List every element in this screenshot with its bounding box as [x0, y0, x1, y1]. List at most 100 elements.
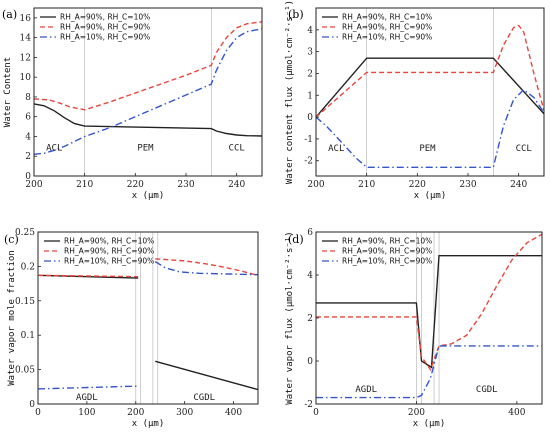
- legend-entry: RH_A=90%, RH_C=10%: [342, 13, 432, 22]
- legend-entry: RH_A=10%, RH_C=90%: [342, 257, 432, 266]
- plot-frame: [33, 7, 263, 177]
- series-line-1: [155, 360, 258, 391]
- y-tick-label: 0: [307, 113, 313, 123]
- y-axis-label: Water content flux (μmol·cm⁻²·s⁻¹): [285, 0, 295, 184]
- y-tick-label: 2: [307, 314, 313, 324]
- y-tick-label: -2: [304, 157, 313, 167]
- y-axis-label: Water vapor mole fraction: [7, 250, 17, 385]
- series-line-1: [316, 254, 542, 369]
- region-label: CGDL: [476, 385, 498, 395]
- legend-entry: RH_A=90%, RH_C=10%: [60, 13, 150, 22]
- y-tick-label: 10: [20, 73, 32, 83]
- y-tick-label: 0: [25, 172, 31, 182]
- x-tick-label: 400: [508, 408, 525, 418]
- plot-frame: [37, 231, 259, 405]
- plot-frame: [315, 7, 545, 177]
- y-tick-label: 4: [25, 132, 31, 142]
- region-label: AGDL: [355, 385, 377, 395]
- y-tick-label: 0.05: [15, 366, 35, 376]
- y-tick-label: 2: [307, 69, 313, 79]
- series-line-2: [34, 21, 262, 111]
- region-label: PEM: [419, 144, 436, 154]
- y-tick-label: 4: [307, 271, 313, 281]
- region-label: CGDL: [193, 393, 215, 403]
- y-tick-label: 0.1: [21, 331, 35, 341]
- y-tick-label: 6: [307, 228, 313, 238]
- y-tick-label: 14: [20, 34, 32, 44]
- x-tick-label: 200: [307, 180, 324, 190]
- x-tick-label: 200: [25, 180, 42, 190]
- y-tick-label: 2: [25, 152, 31, 162]
- legend-entry: RH_A=90%, RH_C=90%: [342, 247, 432, 256]
- y-tick-label: -1: [304, 135, 313, 145]
- x-tick-label: 210: [76, 180, 93, 190]
- x-tick-label: 300: [176, 408, 193, 418]
- y-tick-label: 4: [307, 26, 313, 36]
- legend-entry: RH_A=90%, RH_C=90%: [64, 247, 154, 256]
- chart-panel-c: (c) 0 100 200 300 400 0 0.05 0.1 0.15 0.2 0.25 x (μm…: [4, 228, 259, 429]
- x-tick-label: 0: [313, 408, 319, 418]
- series-line-2: [316, 233, 542, 372]
- legend-entry: RH_A=10%, RH_C=90%: [342, 33, 432, 42]
- y-axis-label: Water Content: [3, 57, 13, 127]
- y-tick-label: 8: [25, 93, 31, 103]
- series-line-1: [34, 103, 262, 137]
- region-label: PEM: [137, 143, 154, 153]
- x-tick-label: 210: [358, 180, 375, 190]
- legend-entry: RH_A=90%, RH_C=90%: [342, 23, 432, 32]
- series-line-2: [38, 274, 139, 278]
- x-tick-label: 200: [127, 408, 144, 418]
- region-label: CCL: [229, 143, 245, 153]
- x-tick-label: 200: [408, 408, 425, 418]
- x-tick-label: 240: [510, 180, 527, 190]
- panel-label: (a): [2, 8, 17, 21]
- y-tick-label: 0: [307, 357, 313, 367]
- y-axis-label: Water vapor flux (μmol·cm⁻²·s⁻¹): [285, 231, 295, 404]
- panel-label: (d): [288, 233, 304, 246]
- chart-panel-a: (a) 200 210 220 230 240 0 2 4 6 8 10 12 14 16 x (μm) Wat…: [2, 7, 263, 201]
- legend-entry: RH_A=90%, RH_C=90%: [60, 23, 150, 32]
- legend-entry: RH_A=10%, RH_C=90%: [60, 33, 150, 42]
- y-tick-label: 16: [20, 14, 32, 24]
- y-tick-label: 6: [25, 113, 31, 123]
- y-tick-label: 0.2: [21, 262, 35, 272]
- x-axis-label: x (μm): [414, 191, 447, 201]
- series-line-2: [316, 24, 544, 118]
- x-axis-label: x (μm): [132, 419, 165, 429]
- series-line-3: [316, 88, 544, 169]
- legend-entry: RH_A=10%, RH_C=90%: [64, 257, 154, 266]
- y-tick-label: -2: [304, 400, 313, 410]
- x-axis-label: x (μm): [132, 191, 165, 201]
- y-tick-label: 0.25: [15, 228, 35, 238]
- legend-entry: RH_A=90%, RH_C=10%: [342, 237, 432, 246]
- x-tick-label: 0: [35, 408, 41, 418]
- chart-panel-b: (b) 200 210 220 230 240 -2 -1 0 1 2 3 4 x (μm) Water c…: [285, 0, 545, 201]
- x-tick-label: 230: [459, 180, 476, 190]
- region-label: AGDL: [76, 393, 98, 403]
- x-tick-label: 240: [228, 180, 245, 190]
- panel-label: (b): [288, 8, 304, 21]
- x-axis-label: x (μm): [413, 419, 446, 429]
- region-label: ACL: [46, 143, 62, 153]
- y-tick-label: 0.15: [15, 297, 35, 307]
- series-line-3: [38, 385, 139, 390]
- x-tick-label: 400: [225, 408, 242, 418]
- y-tick-label: 12: [20, 53, 31, 63]
- y-tick-label: 0: [29, 400, 35, 410]
- region-label: CCL: [516, 144, 532, 154]
- series-line-2: [155, 258, 258, 276]
- panel-label: (c): [4, 233, 19, 246]
- x-tick-label: 230: [177, 180, 194, 190]
- series-line-3: [316, 345, 542, 399]
- y-tick-label: 1: [307, 91, 313, 101]
- legend-entry: RH_A=90%, RH_C=10%: [64, 237, 154, 246]
- series-line-1: [316, 57, 544, 118]
- y-tick-label: 3: [307, 48, 313, 58]
- x-tick-label: 100: [78, 408, 95, 418]
- x-tick-label: 220: [127, 180, 144, 190]
- series-line-3: [34, 28, 262, 155]
- x-tick-label: 220: [409, 180, 426, 190]
- region-label: ACL: [328, 144, 344, 154]
